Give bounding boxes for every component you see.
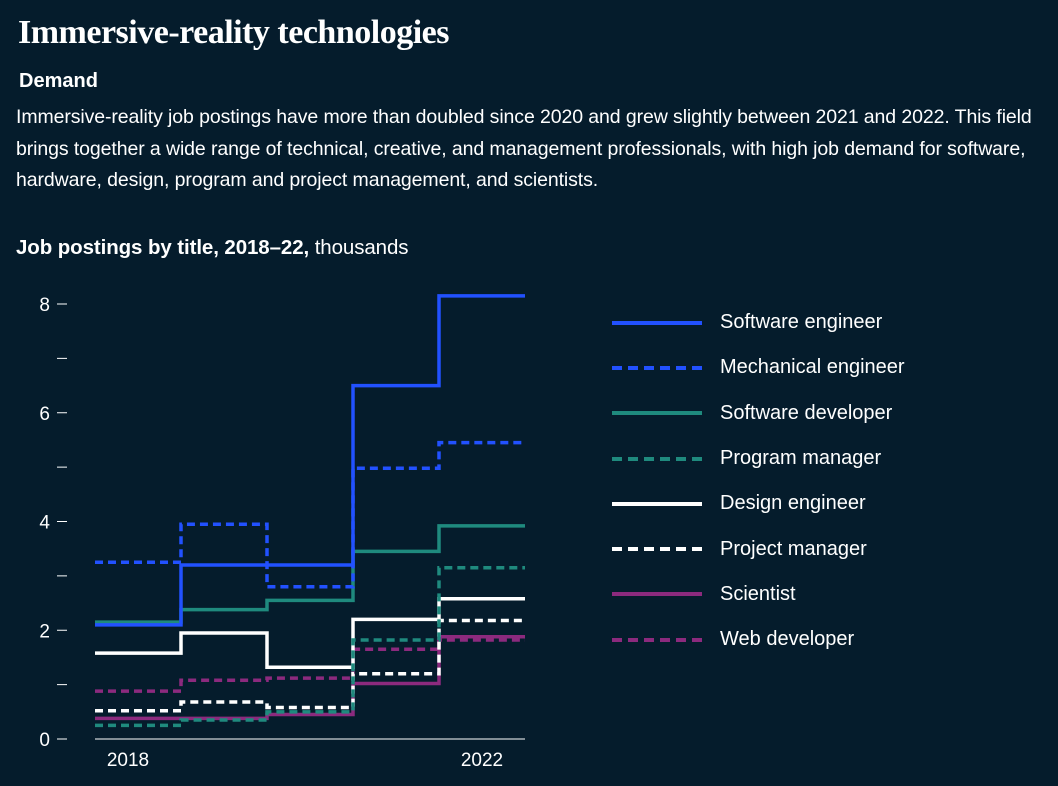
legend-swatch (612, 365, 702, 370)
job-postings-chart: 0 2 4 6 8 2018 2022 (39, 294, 525, 771)
legend-item-design-engineer: Design engineer (612, 481, 1032, 526)
description-text: Immersive-reality job postings have more… (16, 106, 1032, 191)
chart-legend: Software engineer Mechanical engineer Soft… (612, 300, 1032, 662)
legend-swatch (612, 320, 702, 325)
legend-label: Web developer (720, 628, 855, 651)
page-title: Immersive-reality technologies (18, 14, 449, 51)
series-line-software-engineer (95, 294, 525, 627)
y-tick-label: 2 (39, 621, 50, 642)
legend-item-program-manager: Program manager (612, 436, 1032, 481)
legend-item-web-developer: Web developer (612, 617, 1032, 662)
x-tick-label: 2018 (107, 750, 149, 771)
legend-swatch (612, 411, 702, 416)
legend-item-scientist: Scientist (612, 572, 1032, 617)
section-subtitle: Demand (19, 70, 98, 92)
series-line-project-manager (95, 618, 525, 713)
series-line-software-developer (95, 524, 525, 624)
y-tick-label: 4 (39, 513, 50, 534)
y-tick-label: 6 (39, 404, 50, 425)
chart-title-main: Job postings by title, 2018–22, (16, 236, 310, 259)
legend-swatch (612, 592, 702, 597)
legend-swatch (612, 547, 702, 552)
legend-item-software-developer: Software developer (612, 391, 1032, 436)
legend-label: Project manager (720, 537, 867, 560)
legend-swatch (612, 456, 702, 461)
legend-item-mechanical-engineer: Mechanical engineer (612, 345, 1032, 390)
chart-title: Job postings by title, 2018–22, thousand… (16, 236, 409, 260)
legend-swatch (612, 637, 702, 642)
series-line-program-manager (95, 565, 525, 728)
legend-label: Software developer (720, 401, 893, 424)
x-tick-label: 2022 (461, 750, 503, 771)
legend-swatch (612, 501, 702, 506)
chart-title-unit: thousands (309, 236, 409, 259)
legend-label: Program manager (720, 447, 882, 470)
series-line-design-engineer (95, 596, 525, 669)
legend-label: Software engineer (720, 311, 883, 334)
y-tick-label: 8 (39, 295, 50, 316)
legend-label: Scientist (720, 582, 796, 605)
legend-item-software-engineer: Software engineer (612, 300, 1032, 345)
y-tick-label: 0 (39, 730, 50, 751)
legend-label: Mechanical engineer (720, 356, 905, 379)
legend-label: Design engineer (720, 492, 866, 515)
legend-item-project-manager: Project manager (612, 526, 1032, 571)
series-line-mechanical-engineer (95, 440, 525, 589)
